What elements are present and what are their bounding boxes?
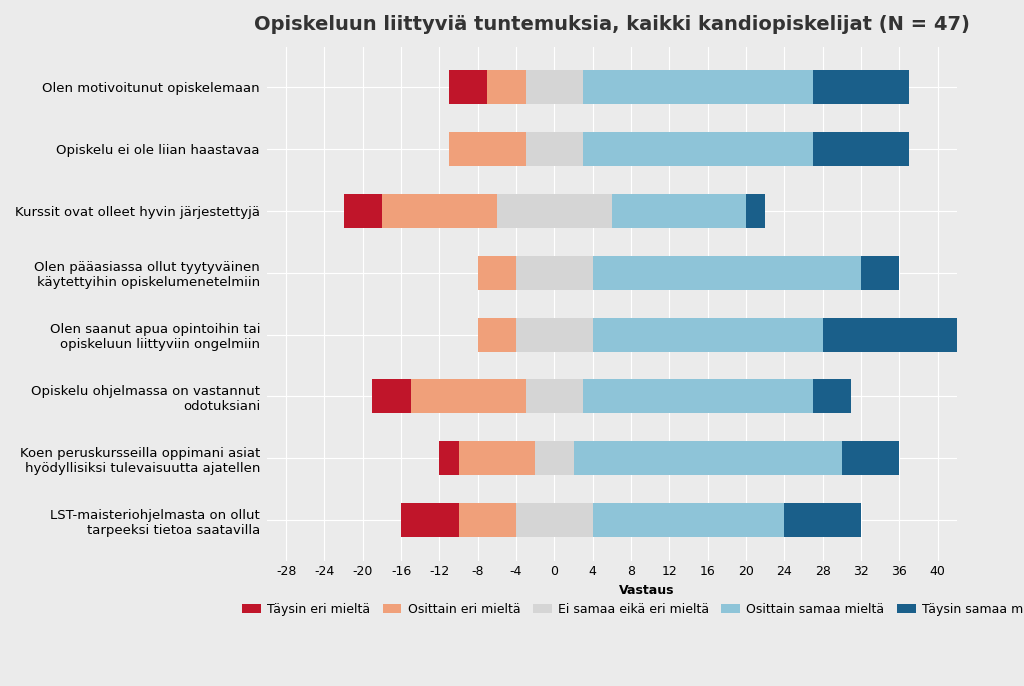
Bar [344, 193, 382, 228]
Bar [612, 193, 746, 228]
Bar [373, 379, 411, 414]
Bar [573, 441, 842, 475]
Bar [401, 503, 459, 537]
Bar [583, 132, 813, 166]
Bar [525, 132, 583, 166]
Bar [516, 256, 593, 289]
Bar [478, 318, 516, 351]
Bar [516, 318, 593, 351]
Bar [583, 70, 813, 104]
Bar [813, 132, 909, 166]
Bar [525, 379, 583, 414]
Bar [842, 441, 899, 475]
Bar [459, 503, 516, 537]
Bar [813, 70, 909, 104]
Bar [497, 193, 612, 228]
Bar [784, 503, 861, 537]
Bar [822, 318, 956, 351]
Bar [439, 441, 459, 475]
Legend: Täysin eri mieltä, Osittain eri mieltä, Ei samaa eikä eri mieltä, Osittain samaa: Täysin eri mieltä, Osittain eri mieltä, … [238, 579, 1024, 621]
Bar [459, 441, 536, 475]
Bar [449, 70, 487, 104]
Bar [382, 193, 497, 228]
Bar [593, 318, 822, 351]
Bar [593, 256, 861, 289]
Bar [536, 441, 573, 475]
Title: Opiskeluun liittyviä tuntemuksia, kaikki kandiopiskelijat (N = 47): Opiskeluun liittyviä tuntemuksia, kaikki… [254, 15, 970, 34]
Bar [478, 256, 516, 289]
Bar [861, 256, 899, 289]
Bar [583, 379, 813, 414]
Bar [746, 193, 765, 228]
Bar [813, 379, 851, 414]
Bar [487, 70, 525, 104]
Bar [516, 503, 593, 537]
Bar [593, 503, 784, 537]
Bar [411, 379, 525, 414]
Bar [525, 70, 583, 104]
Bar [449, 132, 525, 166]
